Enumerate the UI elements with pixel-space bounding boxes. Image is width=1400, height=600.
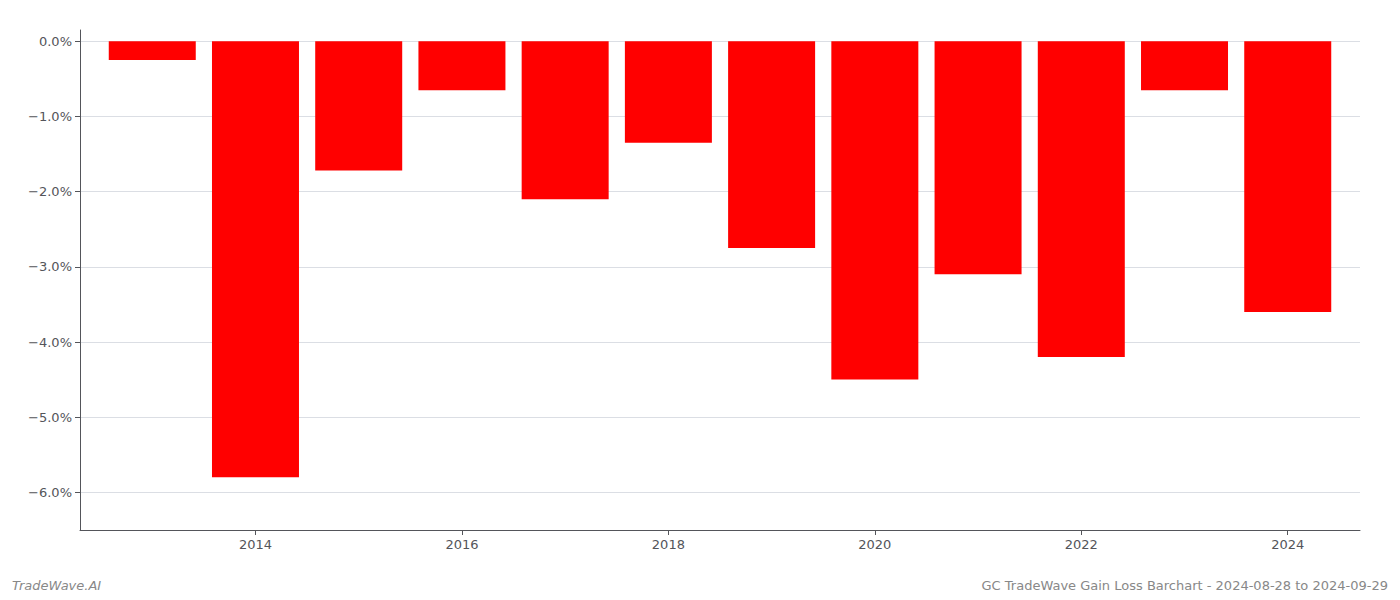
- svg-text:−1.0%: −1.0%: [28, 109, 72, 124]
- svg-text:2016: 2016: [445, 537, 478, 552]
- svg-text:TradeWave.AI: TradeWave.AI: [12, 578, 101, 593]
- svg-text:2020: 2020: [858, 537, 891, 552]
- svg-text:2024: 2024: [1271, 537, 1304, 552]
- svg-text:−2.0%: −2.0%: [28, 184, 72, 199]
- svg-text:2018: 2018: [652, 537, 685, 552]
- svg-text:0.0%: 0.0%: [39, 34, 72, 49]
- svg-text:GC TradeWave Gain Loss Barchar: GC TradeWave Gain Loss Barchart - 2024-0…: [982, 578, 1388, 593]
- svg-text:−3.0%: −3.0%: [28, 259, 72, 274]
- svg-text:−6.0%: −6.0%: [28, 485, 72, 500]
- svg-text:−4.0%: −4.0%: [28, 335, 72, 350]
- svg-text:−5.0%: −5.0%: [28, 410, 72, 425]
- svg-text:2022: 2022: [1065, 537, 1098, 552]
- svg-text:2014: 2014: [239, 537, 272, 552]
